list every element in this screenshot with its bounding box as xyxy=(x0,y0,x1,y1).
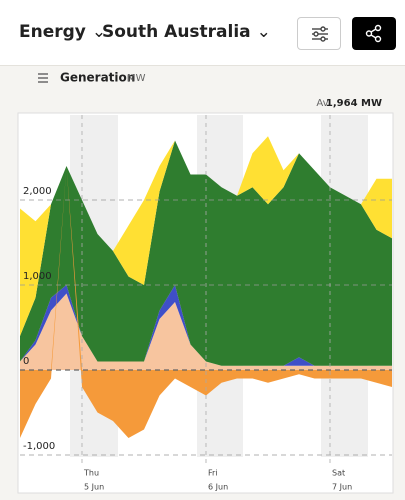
y-tick-label: 0 xyxy=(23,356,29,367)
x-tick-date: 6 Jun xyxy=(208,483,228,492)
y-tick-label: -1,000 xyxy=(23,441,55,452)
region-select[interactable]: South Australia ⌄ xyxy=(102,22,271,42)
panel-unit: MW xyxy=(127,73,146,84)
x-tick-date: 5 Jun xyxy=(84,483,104,492)
filter-icon xyxy=(312,26,328,42)
menu-icon xyxy=(38,73,48,83)
share-button[interactable] xyxy=(352,17,396,50)
average-label: Av. xyxy=(316,98,331,109)
x-tick-label: Thu xyxy=(83,469,99,478)
x-tick-date: 7 Jun xyxy=(332,483,352,492)
average-value: 1,964 MW xyxy=(326,98,382,109)
region-type: Energy xyxy=(19,22,86,42)
x-tick-label: Fri xyxy=(208,469,218,478)
filter-button[interactable] xyxy=(297,17,341,50)
share-icon xyxy=(365,24,382,43)
y-tick-label: 1,000 xyxy=(23,271,52,282)
area xyxy=(20,293,392,370)
x-tick-label: Sat xyxy=(332,469,345,478)
panel-title: Generation xyxy=(60,71,135,85)
region-type-select[interactable]: Energy ⌄ xyxy=(19,22,107,42)
chart: Generation MW Av. 1,964 MW -1,000 0 1,000 2… xyxy=(17,71,394,494)
region: South Australia xyxy=(102,22,251,42)
top-bar: Energy ⌄ South Australia ⌄ xyxy=(0,0,405,66)
y-tick-label: 2,000 xyxy=(23,186,52,197)
